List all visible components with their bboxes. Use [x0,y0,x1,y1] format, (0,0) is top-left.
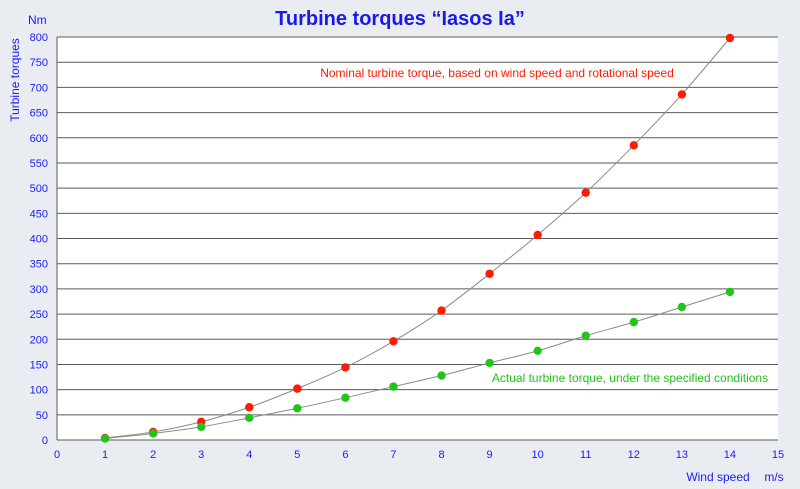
y-tick-label: 50 [36,410,48,422]
point-actual [341,393,350,402]
x-axis-unit: m/s [764,470,783,484]
point-actual [389,382,398,391]
y-tick-label: 650 [30,108,48,120]
y-tick-label: 200 [30,334,48,346]
point-actual [533,346,542,356]
y-axis-unit: Nm [28,13,47,27]
point-actual [581,331,590,340]
point-nominal [677,90,687,99]
x-tick-label: 4 [246,449,252,461]
point-nominal [629,141,638,150]
x-tick-label: 6 [342,449,348,461]
series-label-actual: Actual turbine torque, under the specifi… [492,371,768,385]
point-actual [485,358,494,368]
y-tick-label: 700 [30,82,48,94]
chart-title: Turbine torques “Iasos Ia” [275,8,525,30]
x-tick-label: 0 [54,449,60,461]
x-axis-label: Wind speed [686,470,749,484]
x-tick-label: 5 [294,449,300,461]
y-tick-label: 400 [30,234,48,246]
y-tick-label: 100 [30,385,48,397]
point-actual [197,422,206,432]
point-actual [148,429,158,438]
x-tick-label: 2 [150,449,156,461]
point-nominal [437,306,446,315]
y-tick-label: 600 [30,133,48,145]
x-tick-label: 8 [438,449,444,461]
y-tick-label: 150 [30,359,48,371]
y-tick-label: 550 [30,158,48,170]
point-nominal [341,363,350,372]
x-tick-label: 1 [102,449,108,461]
point-nominal [581,188,590,197]
point-actual [293,404,302,413]
point-nominal [389,337,398,346]
y-tick-label: 500 [30,183,48,195]
point-nominal [245,403,254,412]
x-tick-label: 10 [532,449,544,461]
point-actual [677,302,687,312]
y-tick-label: 450 [30,208,48,220]
y-tick-label: 300 [30,284,48,296]
y-axis-label: Turbine torques [8,38,22,122]
x-tick-label: 13 [676,449,688,461]
x-tick-label: 14 [724,449,736,461]
y-tick-label: 750 [30,57,48,69]
point-nominal [485,269,494,278]
y-tick-label: 0 [42,435,48,447]
point-nominal [293,384,302,393]
point-actual [245,413,254,423]
x-tick-label: 11 [580,449,591,461]
x-tick-label: 9 [487,449,493,461]
point-actual [100,434,110,443]
x-tick-label: 3 [198,449,204,461]
point-nominal [533,230,542,240]
series-label-nominal: Nominal turbine torque, based on wind sp… [320,66,674,80]
point-nominal [725,33,735,43]
point-actual [629,317,638,327]
y-tick-label: 250 [30,309,48,321]
point-actual [437,371,446,380]
x-tick-label: 15 [772,449,784,461]
x-tick-label: 7 [390,449,396,461]
x-tick-label: 12 [628,449,640,461]
y-tick-label: 350 [30,259,48,271]
y-tick-label: 800 [30,32,48,44]
point-actual [725,287,735,297]
